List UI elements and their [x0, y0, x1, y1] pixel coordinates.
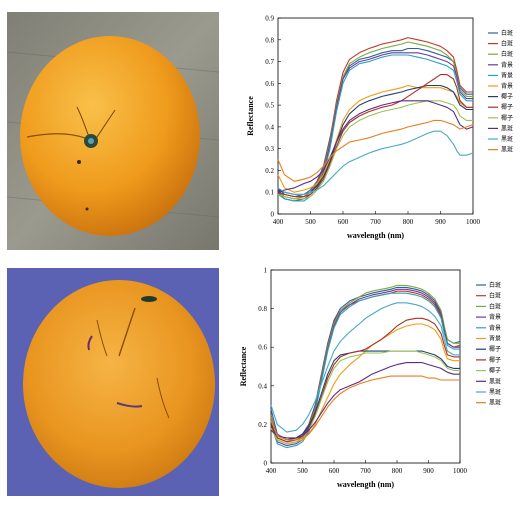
legend-label: 背景	[489, 313, 501, 321]
x-tick-label: 800	[392, 467, 403, 475]
x-tick-label: 700	[370, 218, 381, 226]
legend-label: 黑斑	[501, 147, 513, 154]
series-line-5	[270, 323, 460, 445]
y-tick-label: 0	[271, 211, 275, 219]
y-axis-label: Reflectance	[239, 346, 248, 386]
x-tick-label: 500	[297, 467, 308, 475]
x-tick-label: 400	[266, 467, 277, 475]
series-line-9	[277, 100, 474, 193]
x-tick-label: 800	[403, 218, 414, 226]
series-line-3	[277, 52, 473, 202]
series-line-7	[270, 317, 460, 443]
x-tick-label: 900	[423, 467, 434, 475]
x-axis-label: wavelength (nm)	[337, 480, 394, 489]
x-tick-label: 400	[273, 218, 284, 226]
x-tick-label: 1000	[453, 467, 468, 475]
legend-label: 黑斑	[501, 125, 513, 132]
series-line-5	[277, 84, 473, 193]
y-tick-label: 0.8	[265, 36, 274, 44]
series-line-1	[277, 37, 473, 200]
series-line-8	[277, 100, 473, 200]
legend-label: 背景	[489, 324, 501, 332]
legend-label: 椰子	[489, 367, 501, 375]
x-tick-label: 600	[338, 218, 349, 226]
legend-label: 黑斑	[501, 136, 513, 143]
y-tick-label: 0.2	[265, 167, 274, 175]
legend-label: 椰子	[489, 356, 501, 364]
x-tick-label: 700	[360, 467, 371, 475]
y-tick-label: 0	[264, 460, 268, 468]
series-line-3	[270, 288, 460, 447]
series-line-6	[270, 350, 460, 441]
legend-label: 白斑	[501, 40, 513, 48]
plot-frame	[270, 269, 461, 464]
chart-1: 400 500 600 700 800 900 1000 0 0.2 0.4 0.6 0.8 1 wave…	[239, 267, 501, 490]
legend-label: 背景	[489, 335, 501, 343]
series-line-6	[277, 84, 473, 195]
x-tick-label: 600	[329, 467, 340, 475]
legend-label: 背景	[501, 82, 513, 90]
series-line-1	[270, 290, 461, 443]
legend-label: 背景	[501, 71, 513, 79]
legend-label: 黑斑	[489, 389, 501, 396]
series-line-10	[270, 302, 460, 433]
legend-label: 椰子	[489, 345, 501, 353]
legend-label: 背景	[501, 61, 513, 69]
orange-photo-bottom	[7, 268, 219, 496]
x-tick-label: 1000	[466, 218, 481, 226]
series-line-8	[270, 350, 460, 445]
legend-label: 白斑	[501, 29, 513, 37]
legend-label: 椰子	[501, 103, 513, 111]
y-tick-label: 0.6	[265, 80, 274, 88]
y-tick-label: 0.1	[265, 189, 274, 197]
series-line-4	[277, 54, 473, 202]
legend-label: 黑斑	[489, 400, 501, 407]
legend-label: 白斑	[489, 302, 501, 310]
y-tick-label: 0.4	[265, 123, 274, 131]
y-tick-label: 0.6	[258, 344, 267, 352]
x-axis-label: wavelength (nm)	[347, 231, 404, 240]
series-line-9	[270, 362, 460, 439]
series-line-2	[277, 41, 473, 200]
x-tick-label: 900	[435, 218, 446, 226]
plot-frame	[277, 17, 474, 215]
legend-label: 白斑	[501, 50, 513, 58]
y-tick-label: 0.3	[265, 145, 274, 153]
y-tick-label: 0.4	[258, 382, 267, 390]
series-line-10	[277, 130, 474, 195]
series-line-11	[277, 119, 474, 182]
series-line-4	[270, 292, 460, 449]
y-tick-label: 0.5	[265, 102, 274, 110]
y-axis-label: Reflectance	[246, 96, 255, 136]
series-line-2	[270, 284, 460, 445]
y-tick-label: 1	[264, 267, 268, 275]
x-tick-label: 500	[305, 218, 316, 226]
orange-photo-top	[7, 12, 219, 250]
y-tick-label: 0.8	[258, 305, 267, 313]
legend-label: 椰子	[501, 114, 513, 122]
legend-label: 椰子	[501, 93, 513, 101]
legend-label: 白斑	[489, 281, 501, 289]
series-line-0	[277, 47, 473, 198]
series-line-11	[270, 375, 460, 441]
legend-label: 白斑	[489, 292, 501, 300]
y-tick-label: 0.2	[258, 421, 267, 429]
chart-0: 400 500 600 700 800 900 1000 0 0.1 0.2 0.3 0.4 0.5 0.…	[246, 15, 513, 241]
y-tick-label: 0.9	[265, 15, 274, 23]
series-line-7	[277, 74, 473, 198]
y-tick-label: 0.7	[265, 58, 274, 66]
legend-label: 黑斑	[489, 378, 501, 385]
series-line-0	[270, 286, 461, 441]
